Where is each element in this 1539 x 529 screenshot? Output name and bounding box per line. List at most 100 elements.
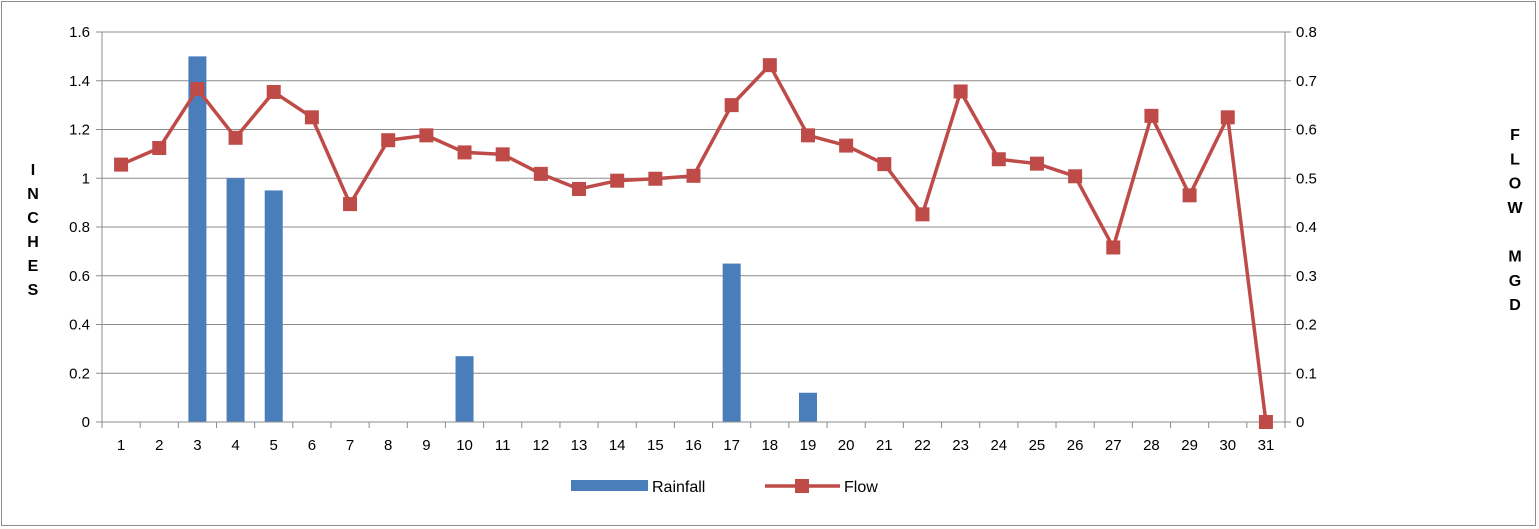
- flow-marker: [1258, 415, 1273, 429]
- rainfall-bar: [226, 178, 245, 422]
- right-axis-tick-label: 0.2: [1296, 317, 1317, 334]
- x-axis-tick-label: 21: [876, 437, 893, 454]
- flow-line: [114, 58, 1273, 429]
- x-axis-tick-label: 13: [571, 437, 588, 454]
- x-axis-tick-label: 22: [914, 437, 931, 454]
- flow-marker: [1106, 240, 1121, 255]
- axes: [96, 31, 1291, 428]
- right-axis-title-letter: W: [1507, 200, 1523, 217]
- right-axis-tick-label: 0.3: [1296, 268, 1317, 285]
- x-axis-tick-label: 18: [761, 437, 778, 454]
- right-axis-tick-label: 0.7: [1296, 73, 1317, 90]
- left-axis-title-letter: H: [27, 234, 39, 251]
- flow-marker: [266, 84, 281, 99]
- x-axis-tick-label: 30: [1219, 437, 1236, 454]
- left-axis-tick-label: 1.2: [69, 122, 90, 139]
- flow-marker: [1220, 110, 1235, 125]
- flow-marker: [1182, 188, 1197, 203]
- flow-marker: [228, 130, 243, 145]
- x-axis-tick-label: 28: [1143, 437, 1160, 454]
- x-axis-tick-label: 16: [685, 437, 702, 454]
- x-axis-tick-label: 25: [1029, 437, 1046, 454]
- x-axis-tick-label: 15: [647, 437, 664, 454]
- right-axis-title-letter: M: [1508, 249, 1521, 266]
- left-axis-title-letter: S: [28, 282, 39, 299]
- left-axis-title-letter: N: [27, 186, 39, 203]
- flow-marker: [495, 147, 510, 162]
- x-axis-tick-label: 29: [1181, 437, 1198, 454]
- x-axis-tick-label: 26: [1067, 437, 1084, 454]
- flow-marker: [381, 133, 396, 148]
- flow-marker: [953, 84, 968, 99]
- rainfall-bar: [722, 263, 741, 422]
- rainfall-bar: [455, 356, 474, 422]
- flow-marker: [343, 197, 358, 212]
- right-axis-title-letter: O: [1509, 176, 1521, 193]
- x-axis-tick-label: 14: [609, 437, 626, 454]
- left-axis-tick-label: 0.8: [69, 219, 90, 236]
- rainfall-bar: [188, 56, 207, 422]
- x-axis-tick-label: 4: [231, 437, 239, 454]
- x-axis-tick-label: 23: [952, 437, 969, 454]
- left-axis-title-letter: I: [31, 162, 35, 179]
- left-axis-tick-label: 0.2: [69, 365, 90, 382]
- flow-marker: [1068, 169, 1083, 184]
- x-axis-tick-label: 31: [1258, 437, 1275, 454]
- flow-marker: [1029, 156, 1044, 171]
- flow-marker: [572, 181, 587, 196]
- right-axis-tick-label: 0.5: [1296, 170, 1317, 187]
- flow-marker: [800, 128, 815, 143]
- left-axis-tick-label: 1.6: [69, 24, 90, 41]
- flow-marker: [1144, 108, 1159, 123]
- x-axis-tick-label: 6: [308, 437, 316, 454]
- flow-marker: [457, 145, 472, 160]
- x-axis-tick-label: 9: [422, 437, 430, 454]
- x-axis-tick-label: 17: [723, 437, 740, 454]
- x-axis-tick-label: 27: [1105, 437, 1122, 454]
- legend-rainfall-label: Rainfall: [652, 479, 705, 496]
- left-axis-tick-label: 0.4: [69, 317, 90, 334]
- flow-marker: [152, 141, 167, 156]
- right-axis-tick-label: 0.6: [1296, 122, 1317, 139]
- flow-marker: [610, 173, 625, 188]
- legend: Rainfall Flow: [571, 479, 878, 496]
- legend-rainfall-swatch: [571, 480, 648, 491]
- right-axis-title-letter: G: [1509, 273, 1521, 290]
- flow-marker: [304, 110, 319, 125]
- left-axis-tick-label: 0.6: [69, 268, 90, 285]
- right-axis-title-letter: D: [1509, 297, 1521, 314]
- legend-flow-marker: [795, 479, 809, 493]
- x-axis-tick-label: 12: [533, 437, 550, 454]
- flow-marker: [533, 166, 548, 181]
- x-axis-tick-label: 20: [838, 437, 855, 454]
- flow-marker: [991, 152, 1006, 167]
- x-axis-tick-label: 11: [495, 437, 511, 454]
- rainfall-bar: [264, 190, 283, 422]
- x-axis-tick-label: 3: [193, 437, 201, 454]
- x-axis-tick-label: 2: [155, 437, 163, 454]
- left-axis-tick-label: 0: [82, 414, 90, 431]
- legend-flow-label: Flow: [844, 479, 878, 496]
- flow-marker: [686, 168, 701, 183]
- right-axis-title-letter: F: [1510, 127, 1520, 144]
- x-axis-tick-label: 19: [800, 437, 817, 454]
- axis-labels: 0 0.2 0.4 0.6 0.8 1 1.2 1.4 1.6 0 0.1 0.2 0.3 0.4 0.5 0…: [27, 24, 1523, 454]
- flow-marker: [648, 171, 663, 186]
- flow-marker: [877, 157, 892, 172]
- right-axis-tick-label: 0: [1296, 414, 1304, 431]
- rainfall-bar: [798, 392, 817, 422]
- right-axis-title-letter: L: [1510, 151, 1520, 168]
- x-axis-tick-label: 8: [384, 437, 392, 454]
- right-axis-tick-label: 0.4: [1296, 219, 1317, 236]
- x-axis-tick-label: 7: [346, 437, 354, 454]
- flow-marker: [419, 128, 434, 143]
- right-axis-tick-label: 0.1: [1296, 365, 1317, 382]
- flow-marker: [915, 207, 930, 222]
- right-axis-tick-label: 0.8: [1296, 24, 1317, 41]
- flow-marker: [839, 138, 854, 153]
- x-axis-tick-label: 5: [270, 437, 278, 454]
- x-axis-tick-label: 1: [117, 437, 125, 454]
- flow-marker: [762, 58, 777, 73]
